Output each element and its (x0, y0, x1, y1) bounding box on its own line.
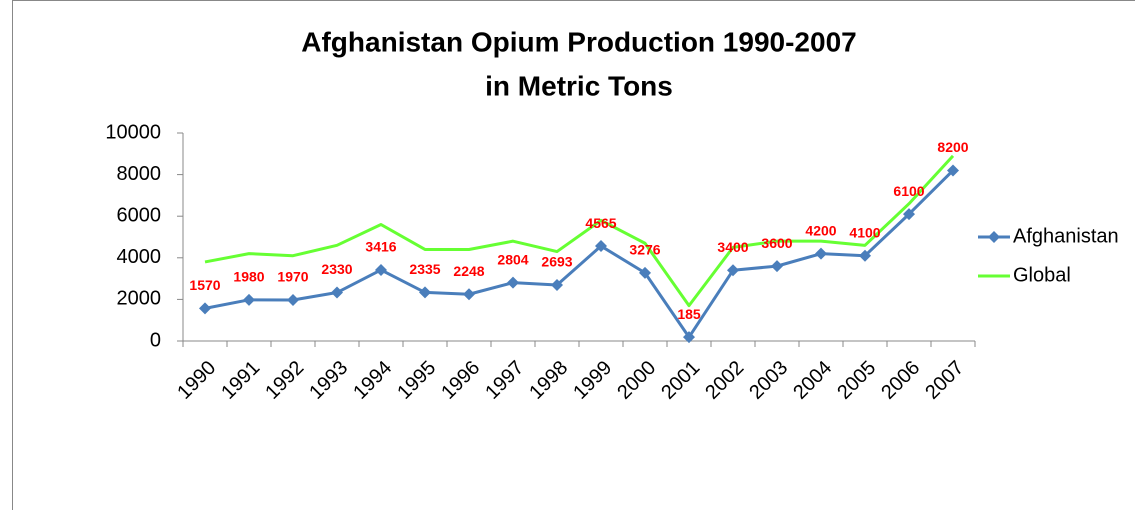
data-label: 3416 (365, 239, 396, 255)
y-tick-label: 10000 (105, 121, 161, 143)
point-marker (507, 276, 519, 289)
data-label: 2804 (497, 251, 528, 267)
point-marker (331, 286, 343, 299)
data-label: 3600 (761, 235, 792, 251)
point-marker (463, 288, 475, 301)
point-marker (551, 278, 563, 291)
series-line (204, 154, 955, 308)
point-marker (287, 294, 299, 307)
data-label: 4565 (585, 215, 616, 231)
series-line (204, 169, 955, 339)
data-label: 2335 (409, 261, 440, 277)
data-label: 1570 (189, 277, 220, 293)
legend-label: Global (1013, 264, 1071, 286)
point-marker (771, 260, 783, 273)
y-tick-label: 6000 (117, 204, 162, 226)
point-marker (815, 247, 827, 260)
data-label: 6100 (893, 183, 924, 199)
point-marker (683, 331, 695, 344)
data-label: 2248 (453, 263, 484, 279)
point-marker (859, 249, 871, 262)
data-label: 8200 (937, 139, 968, 155)
data-label: 4200 (805, 222, 836, 238)
chart-title: Afghanistan Opium Production 1990-2007 (301, 26, 856, 57)
data-label: 4100 (849, 224, 880, 240)
data-label: 3276 (629, 242, 660, 258)
data-label: 3400 (717, 239, 748, 255)
data-label: 185 (677, 306, 701, 322)
chart-subtitle: in Metric Tons (485, 70, 673, 101)
data-label: 1980 (233, 269, 264, 285)
y-tick-label: 8000 (117, 163, 162, 185)
point-marker (199, 302, 211, 315)
point-marker (947, 164, 959, 177)
data-label: 1970 (277, 269, 308, 285)
legend-marker (988, 231, 1000, 243)
legend-label: Afghanistan (1013, 225, 1119, 247)
data-label: 2693 (541, 254, 572, 270)
point-marker (595, 240, 607, 253)
chart-border (12, 0, 1135, 510)
data-label: 2330 (321, 261, 352, 277)
y-tick-label: 2000 (117, 288, 162, 310)
point-marker (639, 266, 651, 279)
point-marker (375, 263, 387, 276)
point-marker (727, 264, 739, 277)
point-marker (419, 286, 431, 299)
y-tick-label: 0 (150, 329, 161, 351)
point-marker (903, 208, 915, 221)
point-marker (243, 293, 255, 306)
y-tick-label: 4000 (117, 246, 162, 268)
